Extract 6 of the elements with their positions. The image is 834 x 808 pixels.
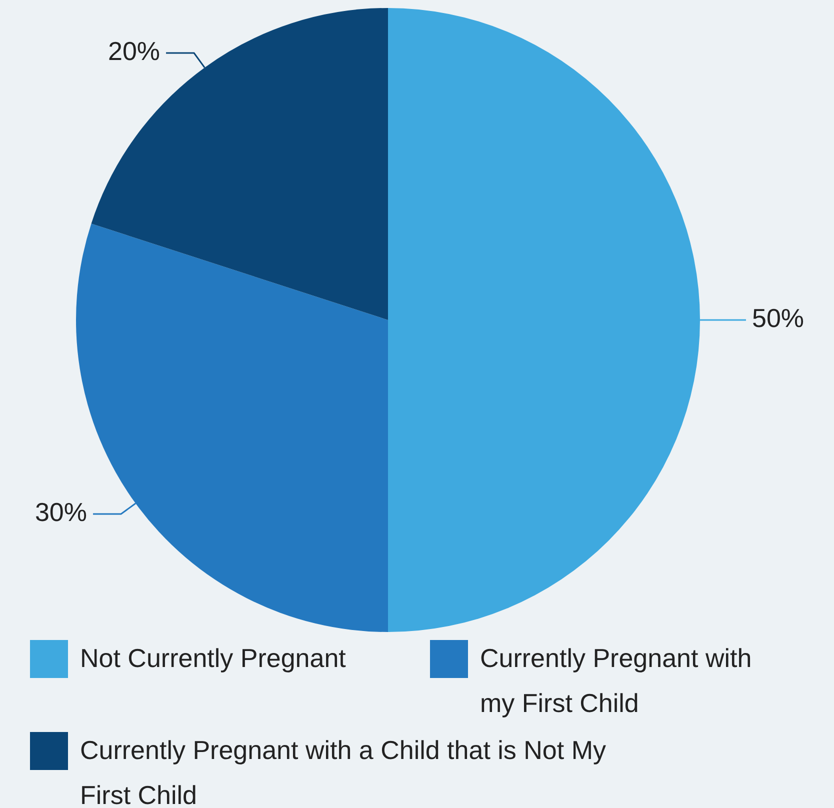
- legend-label: Currently Pregnant with my First Child: [480, 642, 753, 720]
- legend-label: Not Currently Pregnant: [80, 642, 346, 675]
- data-label: 50%: [752, 303, 804, 334]
- data-label: 20%: [108, 36, 160, 66]
- data-label: 30%: [34, 497, 88, 528]
- legend-label: Currently Pregnant with a Child that is Not My First Child: [80, 734, 607, 808]
